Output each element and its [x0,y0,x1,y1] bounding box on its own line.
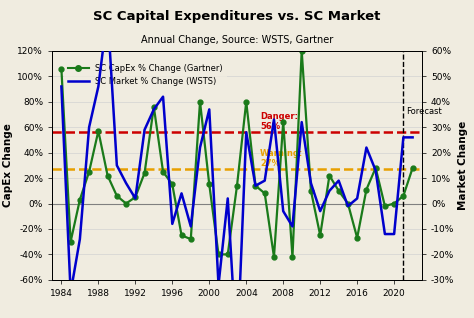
Text: Danger:
56%: Danger: 56% [260,112,298,131]
Text: SC Capital Expenditures vs. SC Market: SC Capital Expenditures vs. SC Market [93,10,381,23]
Y-axis label: Market Change: Market Change [458,121,468,210]
Legend: SC CapEx % Change (Gartner), SC Market % Change (WSTS): SC CapEx % Change (Gartner), SC Market %… [64,60,227,90]
Text: Annual Change, Source: WSTS, Gartner: Annual Change, Source: WSTS, Gartner [141,35,333,45]
Text: Warning:
27%: Warning: 27% [260,149,303,168]
Text: Forecast: Forecast [406,107,442,116]
Y-axis label: CapEx Change: CapEx Change [3,123,13,207]
